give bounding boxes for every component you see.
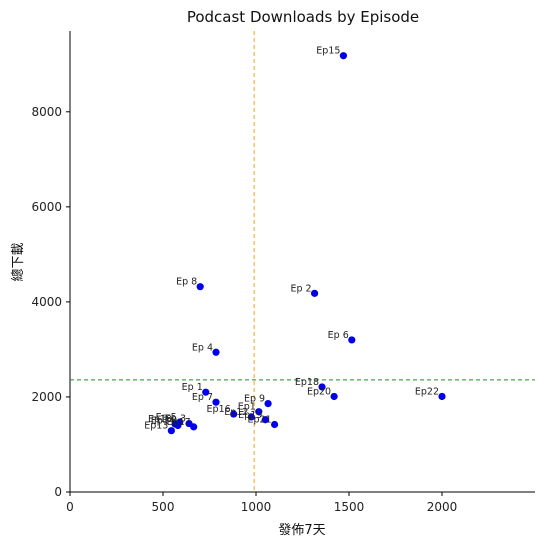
data-point-label: Ep 5 [156,412,177,423]
x-ticks: 0 500 1000 1500 2000 [66,492,457,514]
x-tick-label: 1000 [241,500,272,514]
data-point-label: Ep 6 [328,330,349,341]
data-point [212,398,220,406]
data-point [261,416,269,424]
data-point [247,413,255,421]
data-point [196,283,204,291]
data-point [167,427,175,435]
x-tick-label: 500 [152,500,175,514]
data-point-label: Ep 3 [165,414,186,425]
data-point [271,420,279,429]
y-tick-label: 8000 [31,105,62,119]
data-point-label: Ep12 [224,407,248,418]
data-point-label: Ep22 [415,386,439,397]
x-tick-label: 2000 [427,500,458,514]
data-point [230,410,238,418]
data-point-label: Ep19 [238,410,262,421]
data-point [438,392,446,401]
y-tick-label: 6000 [31,200,62,214]
data-point [310,289,319,297]
y-tick-label: 2000 [31,390,62,404]
y-tick-label: 4000 [31,295,62,309]
data-point-label: Ep14 [151,415,175,426]
data-point [339,52,348,60]
data-point [255,408,263,416]
data-point-label: Ep 9 [244,394,265,405]
y-tick-label: 0 [54,485,62,499]
data-point-label: Ep18 [295,377,319,388]
y-ticks: 0 2000 4000 6000 8000 [31,105,70,499]
data-point-label: Ep 4 [192,342,213,353]
data-point [318,383,326,391]
data-point [212,348,220,356]
data-point [174,421,182,430]
data-point [264,400,272,408]
point-labels: Ep15 Ep 8 Ep 2 Ep 6 Ep 4 Ep18 Ep 1 Ep20 Ep22 Ep 7… [144,46,439,432]
data-point-label: Ep21 [247,415,271,426]
y-axis-label: 總下載 [10,242,26,281]
data-point [202,388,210,396]
data-point-label: Ep 2 [290,283,311,294]
data-point [348,336,356,344]
reference-lines [70,31,535,492]
data-point-label: Ep15 [316,46,340,57]
axes [69,31,535,493]
data-point [190,423,198,431]
x-tick-label: 0 [66,500,74,514]
data-point-label: Ep10 [148,414,172,425]
data-point-label: Ep 7 [192,392,213,403]
data-point-label: Ep13 [144,421,168,432]
data-point-label: Ep 1 [182,382,203,393]
data-point-label: Ep1 [238,402,256,413]
data-point-label: Ep 8 [176,277,197,288]
data-point-label: Ep20 [307,386,331,397]
chart-title: Podcast Downloads by Episode [187,8,419,26]
data-point-label: Ep16 [207,404,231,415]
data-points [167,52,446,435]
data-point-label: Ep17 [167,417,191,428]
x-axis-label: 發佈7天 [278,522,325,538]
data-point [330,392,338,401]
x-tick-label: 1500 [334,500,365,514]
